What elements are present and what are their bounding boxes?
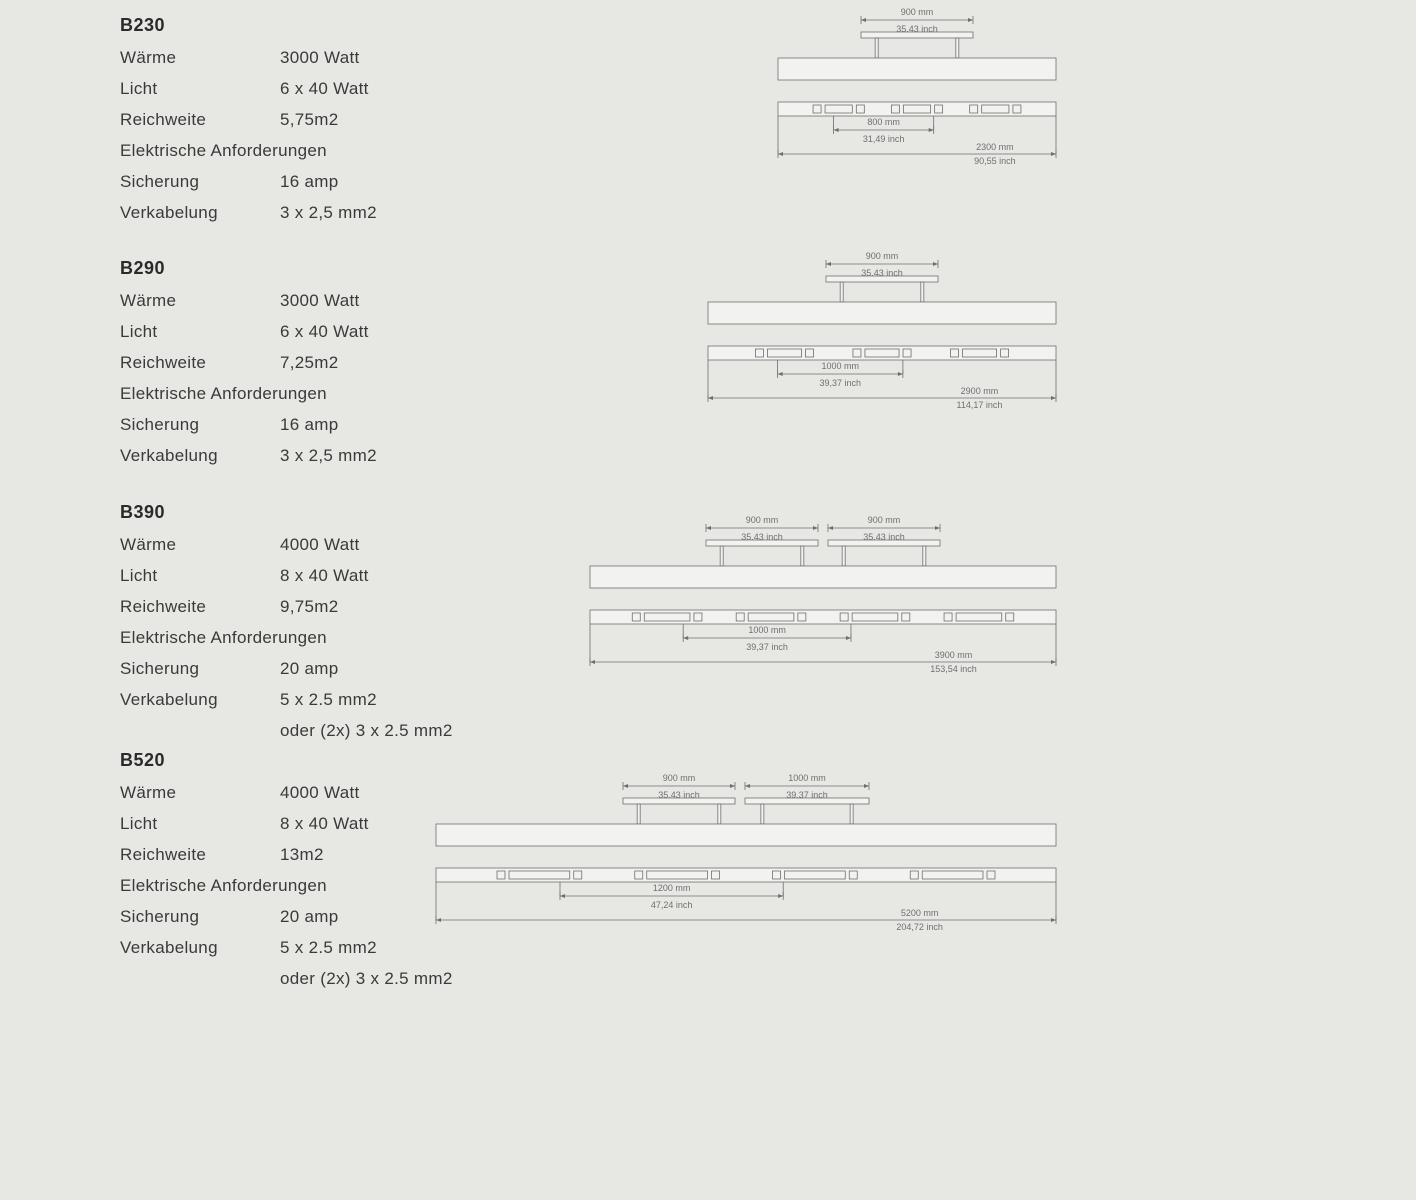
spec-label: Verkabelung	[120, 932, 280, 963]
spec-value: 3 x 2,5 mm2	[280, 440, 540, 471]
svg-text:39,37 inch: 39,37 inch	[746, 642, 788, 652]
spec-label: Wärme	[120, 529, 280, 560]
svg-text:2900 mm: 2900 mm	[961, 386, 999, 396]
spec-label: Sicherung	[120, 409, 280, 440]
spec-value: 3000 Watt	[280, 285, 540, 316]
svg-text:1200 mm: 1200 mm	[653, 883, 691, 893]
svg-text:1000 mm: 1000 mm	[748, 625, 786, 635]
spec-label: Sicherung	[120, 901, 280, 932]
spec-label: Reichweite	[120, 839, 280, 870]
svg-text:90,55 inch: 90,55 inch	[974, 156, 1016, 166]
diagram-b290: 900 mm35,43 inch1000 mm39,37 inch2900 mm…	[706, 246, 1058, 436]
spec-value: 5,75m2	[280, 104, 540, 135]
spec-electrical-heading: Elektrische Anforderungen	[120, 378, 540, 409]
spec-label: Wärme	[120, 777, 280, 808]
spec-row-verkabelung: Verkabelung3 x 2,5 mm2	[120, 197, 540, 228]
spec-block-b390: B390 Wärme4000 WattLicht8 x 40 WattReichw…	[120, 502, 540, 746]
spec-electrical-heading: Elektrische Anforderungen	[120, 135, 540, 166]
spec-row-reichweite: Reichweite7,25m2	[120, 347, 540, 378]
spec-label: Licht	[120, 808, 280, 839]
spec-row-verkabelung: Verkabelung5 x 2.5 mm2	[120, 684, 540, 715]
spec-row-reichweite: Reichweite5,75m2	[120, 104, 540, 135]
model-name: B290	[120, 258, 540, 279]
spec-value-extra: oder (2x) 3 x 2.5 mm2	[120, 963, 540, 994]
spec-label: Licht	[120, 73, 280, 104]
spec-value: 16 amp	[280, 166, 540, 197]
spec-label: Wärme	[120, 285, 280, 316]
svg-text:3900 mm: 3900 mm	[935, 650, 973, 660]
spec-label: Licht	[120, 316, 280, 347]
spec-value: 7,25m2	[280, 347, 540, 378]
spec-label: Licht	[120, 560, 280, 591]
spec-block-b290: B290 Wärme3000 WattLicht6 x 40 WattReichw…	[120, 258, 540, 471]
spec-label: Reichweite	[120, 591, 280, 622]
spec-row-licht: Licht6 x 40 Watt	[120, 316, 540, 347]
spec-row-licht: Licht8 x 40 Watt	[120, 560, 540, 591]
svg-text:114,17 inch: 114,17 inch	[957, 400, 1003, 410]
svg-text:153,54 inch: 153,54 inch	[930, 664, 977, 674]
spec-value: 6 x 40 Watt	[280, 73, 540, 104]
spec-electrical-heading: Elektrische Anforderungen	[120, 622, 540, 653]
svg-text:900 mm: 900 mm	[746, 515, 779, 525]
spec-block-b230: B230 Wärme3000 WattLicht6 x 40 WattReichw…	[120, 15, 540, 228]
spec-value: 16 amp	[280, 409, 540, 440]
spec-value: 8 x 40 Watt	[280, 560, 540, 591]
spec-row-sicherung: Sicherung20 amp	[120, 653, 540, 684]
svg-text:5200 mm: 5200 mm	[901, 908, 939, 918]
spec-row-licht: Licht6 x 40 Watt	[120, 73, 540, 104]
spec-value: 20 amp	[280, 653, 540, 684]
spec-row-sicherung: Sicherung16 amp	[120, 409, 540, 440]
model-name: B230	[120, 15, 540, 36]
spec-value: 9,75m2	[280, 591, 540, 622]
spec-row-warme: Wärme3000 Watt	[120, 42, 540, 73]
spec-row-sicherung: Sicherung16 amp	[120, 166, 540, 197]
spec-value: 3000 Watt	[280, 42, 540, 73]
svg-text:900 mm: 900 mm	[663, 773, 696, 783]
spec-value: 6 x 40 Watt	[280, 316, 540, 347]
spec-label: Sicherung	[120, 166, 280, 197]
svg-text:204,72 inch: 204,72 inch	[896, 922, 943, 932]
svg-text:1000 mm: 1000 mm	[788, 773, 826, 783]
spec-label: Sicherung	[120, 653, 280, 684]
spec-label: Reichweite	[120, 104, 280, 135]
diagram-b520: 900 mm35,43 inch1000 mm39,37 inch1200 mm…	[434, 768, 1058, 958]
svg-text:900 mm: 900 mm	[868, 515, 901, 525]
spec-label: Verkabelung	[120, 684, 280, 715]
svg-text:900 mm: 900 mm	[866, 251, 899, 261]
spec-label: Wärme	[120, 42, 280, 73]
svg-text:47,24 inch: 47,24 inch	[651, 900, 693, 910]
spec-value-extra: oder (2x) 3 x 2.5 mm2	[120, 715, 540, 746]
spec-value: 5 x 2.5 mm2	[280, 684, 540, 715]
svg-text:900 mm: 900 mm	[901, 7, 934, 17]
spec-row-warme: Wärme4000 Watt	[120, 529, 540, 560]
svg-text:1000 mm: 1000 mm	[821, 361, 859, 371]
spec-value: 4000 Watt	[280, 529, 540, 560]
svg-text:800 mm: 800 mm	[867, 117, 900, 127]
svg-text:2300 mm: 2300 mm	[976, 142, 1014, 152]
spec-label: Reichweite	[120, 347, 280, 378]
spec-label: Verkabelung	[120, 440, 280, 471]
spec-row-verkabelung: Verkabelung3 x 2,5 mm2	[120, 440, 540, 471]
spec-value: 3 x 2,5 mm2	[280, 197, 540, 228]
model-name: B390	[120, 502, 540, 523]
spec-row-warme: Wärme3000 Watt	[120, 285, 540, 316]
diagram-b390: 900 mm35,43 inch900 mm35,43 inch1000 mm3…	[588, 510, 1058, 700]
svg-text:39,37 inch: 39,37 inch	[819, 378, 861, 388]
diagram-b230: 900 mm35,43 inch800 mm31,49 inch2300 mm9…	[776, 2, 1058, 192]
spec-row-reichweite: Reichweite9,75m2	[120, 591, 540, 622]
spec-label: Verkabelung	[120, 197, 280, 228]
svg-text:31,49 inch: 31,49 inch	[863, 134, 905, 144]
